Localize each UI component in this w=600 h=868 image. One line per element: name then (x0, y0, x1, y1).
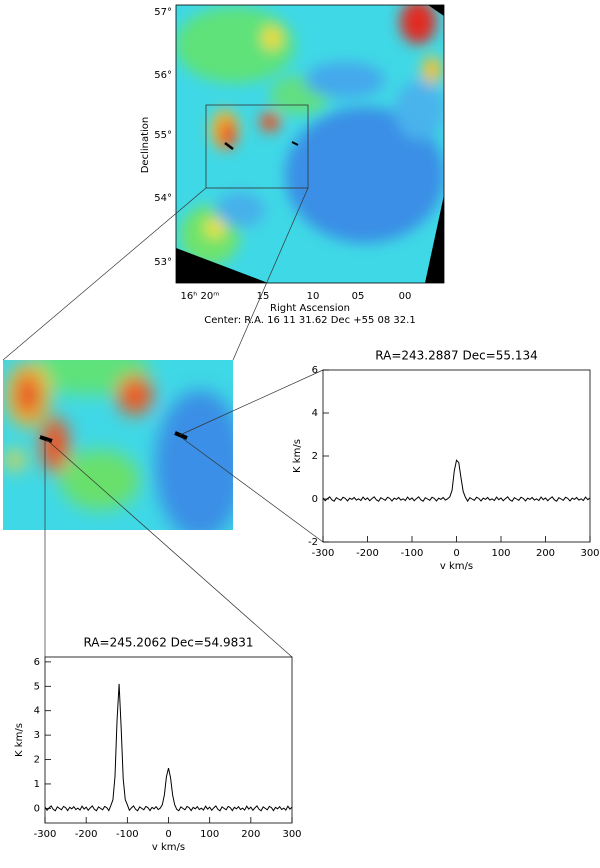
plot-frame (322, 369, 591, 543)
y-tick-label: 2 (312, 451, 318, 462)
x-tick-label: 00 (399, 291, 412, 302)
y-tick-label: -2 (308, 537, 318, 548)
x-tick-label: 10 (307, 291, 320, 302)
x-tick-label: 100 (200, 829, 219, 840)
y-tick-label: 0 (34, 803, 40, 814)
x-tick-label: -200 (75, 829, 98, 840)
x-tick-label: 0 (165, 829, 171, 840)
x-tick-label: 300 (282, 829, 301, 840)
y-axis-label: Declination (140, 117, 151, 174)
y-tick-label: 0 (312, 494, 318, 505)
chart-title: RA=245.2062 Dec=54.9831 (83, 636, 253, 650)
y-tick-label: 6 (312, 365, 318, 376)
x-tick-label: -100 (116, 829, 139, 840)
spectrum-line (44, 683, 293, 812)
y-tick-label: 55° (154, 130, 172, 141)
chart-title: RA=243.2887 Dec=55.134 (375, 349, 537, 363)
spectrum-line (322, 459, 591, 503)
y-axis-label: K km/s (14, 723, 25, 757)
y-tick-label: 3 (34, 730, 40, 741)
y-tick-label: 57° (154, 7, 172, 18)
center-note: Center: R.A. 16 11 31.62 Dec +55 08 32.1 (204, 315, 415, 326)
sky-map (176, 5, 444, 283)
connectors (2, 187, 324, 658)
x-tick-label: -100 (401, 548, 424, 559)
y-axis-label: K km/s (292, 439, 303, 473)
x-tick-label: -200 (356, 548, 379, 559)
x-tick-label: 15 (257, 291, 270, 302)
x-tick-label: 200 (241, 829, 260, 840)
x-tick-label: 100 (491, 548, 510, 559)
x-axis-label: Right Ascension (270, 303, 350, 314)
x-axis-label: v km/s (152, 842, 185, 853)
y-tick-label: 4 (34, 706, 40, 717)
y-tick-label: 2 (34, 755, 40, 766)
x-axis-label: v km/s (440, 561, 473, 572)
x-tick-label: -300 (312, 548, 335, 559)
x-tick-label: 0 (453, 548, 459, 559)
y-tick-label: 56° (154, 70, 172, 81)
map-frame (175, 4, 445, 284)
y-tick-label: 6 (34, 657, 40, 668)
x-tick-label: 05 (352, 291, 365, 302)
y-tick-label: 5 (34, 681, 40, 692)
y-tick-label: 1 (34, 779, 40, 790)
x-tick-label: 16ʰ 20ᵐ (181, 291, 220, 302)
zoom-map (3, 360, 233, 530)
y-tick-label: 54° (154, 193, 172, 204)
y-tick-label: 4 (312, 408, 318, 419)
y-tick-label: 53° (154, 257, 172, 268)
x-tick-label: 200 (536, 548, 555, 559)
plot-frame (44, 656, 293, 824)
x-tick-label: -300 (34, 829, 57, 840)
x-tick-label: 300 (580, 548, 599, 559)
